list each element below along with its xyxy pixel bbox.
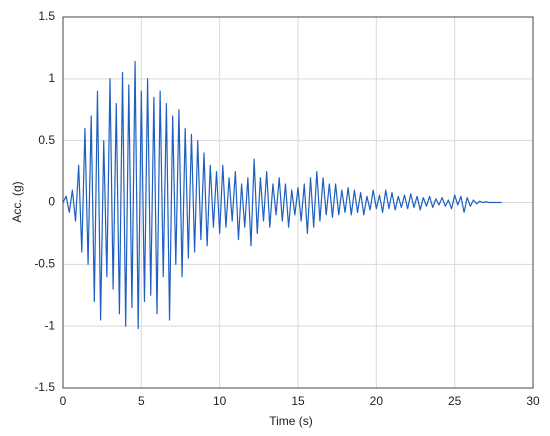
x-tick-label: 25 [448, 394, 462, 408]
y-tick-label: -1.5 [34, 380, 55, 394]
y-tick-label: -0.5 [34, 257, 55, 271]
x-tick-label: 15 [291, 394, 305, 408]
x-tick-label: 30 [526, 394, 540, 408]
x-tick-label: 5 [138, 394, 145, 408]
y-tick-label: 0.5 [38, 133, 55, 147]
x-tick-label: 20 [370, 394, 384, 408]
x-axis-label: Time (s) [269, 414, 313, 428]
plot-frame [62, 16, 534, 389]
y-tick-label: 1.5 [38, 9, 55, 23]
y-tick-label: -1 [44, 318, 55, 332]
x-tick-label: 0 [60, 394, 67, 408]
y-tick-label: 0 [48, 195, 55, 209]
series-line [62, 60, 502, 330]
y-tick-label: 1 [48, 71, 55, 85]
x-tick-label: 10 [213, 394, 227, 408]
y-axis-label: Acc. (g) [10, 181, 24, 222]
